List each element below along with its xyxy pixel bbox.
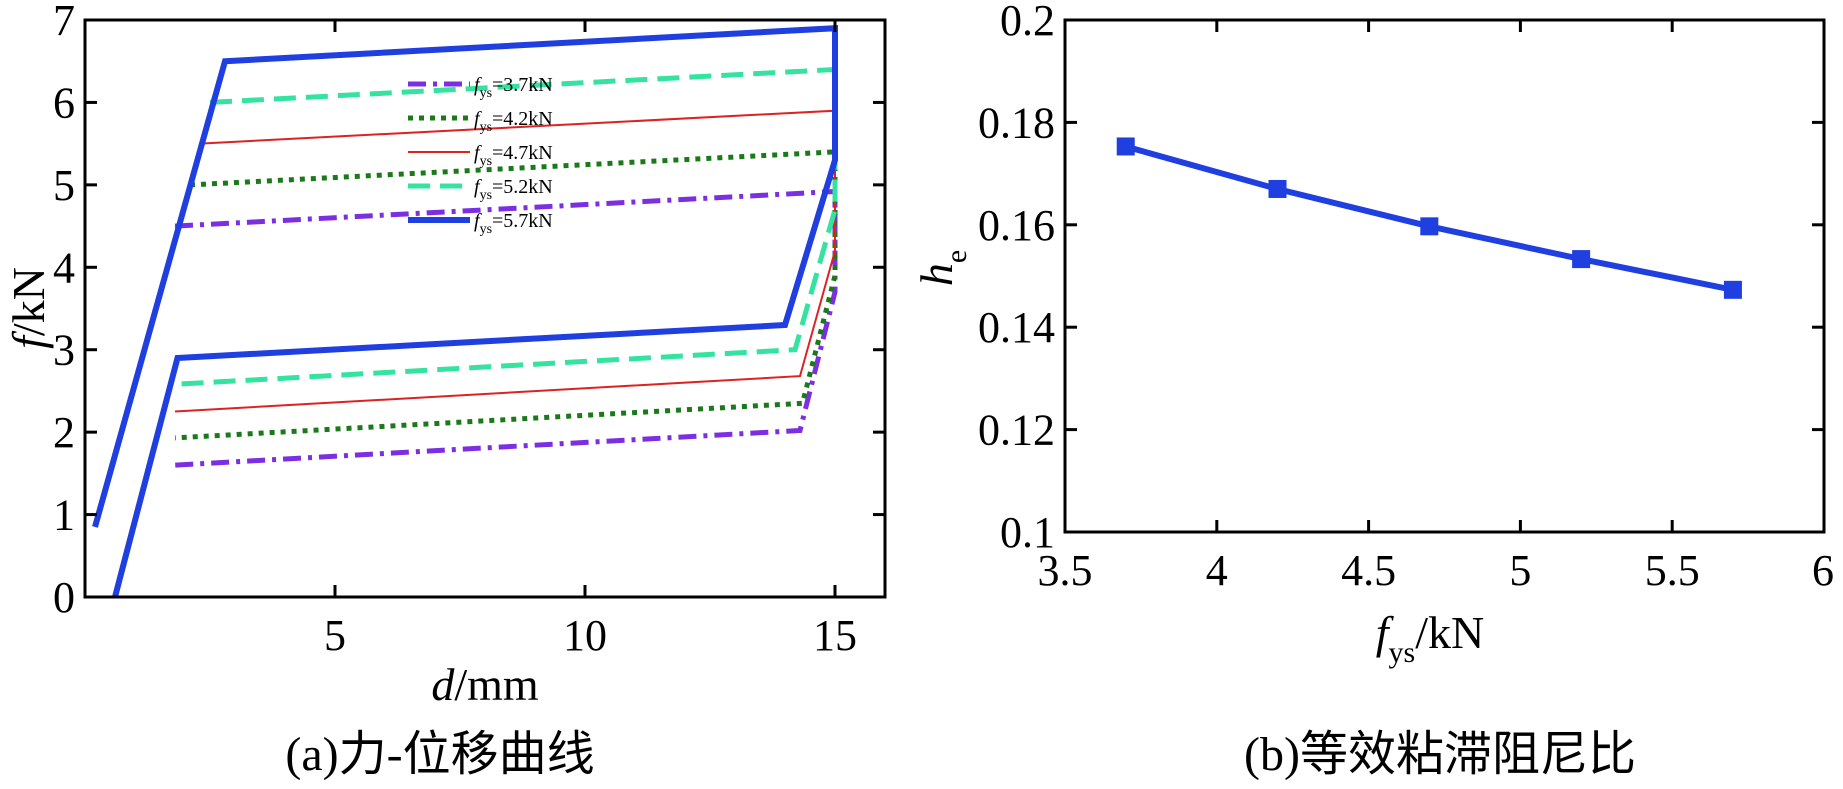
panel-b-marker-2 [1268,179,1287,198]
panel-b-marker-4 [1572,250,1591,269]
legend-label-3-rest: =4.7kN [492,142,553,164]
panel-a-series-line-2 [174,149,838,441]
legend-label-1: fys=3.7kN [474,74,553,101]
panel-a-plot-frame [83,18,887,599]
legend-label-5: fys=5.7kN [474,210,553,237]
panel-a-series-group [92,25,838,598]
legend-label-4: fys=5.2kN [474,176,553,203]
legend-label-5-rest: =5.7kN [492,210,553,232]
legend-label-5-sub: ys [480,222,492,237]
panel-b-ytick-label-1: 0.12 [978,406,1055,455]
panel-a-xlabel-rest: /mm [454,659,539,710]
panel-a-xtick-label-1: 10 [563,611,607,660]
panel-b-xtick-label-4: 5.5 [1645,546,1700,595]
panel-b-marker-1 [1116,137,1135,156]
panel-a-caption: (a)力-位移曲线 [285,728,594,781]
panel-b-ytick-label-4: 0.18 [978,98,1055,147]
panel-a-series-line-3 [174,109,836,413]
legend-label-5-main: f [474,210,482,232]
panel-a-x-axis-label: d/mm [431,659,539,710]
panel-b-ytick-label-5: 0.2 [1000,0,1055,45]
legend-entry-2: fys=4.2kN [408,108,553,135]
panel-b-tick-group: 0.1 0.12 0.14 0.16 0.18 0.2 3.5 4 4.5 5 5.5 6 [978,0,1834,595]
panel-a-tick-group: 0 1 2 3 4 5 6 7 5 10 15 [53,0,885,660]
legend-entry-3: fys=4.7kN [408,142,553,169]
panel-b-ytick-label-0: 0.1 [1000,508,1055,557]
legend-label-2-sub: ys [480,120,492,135]
legend-label-3-main: f [474,142,482,164]
panel-a-series-line-4 [174,66,838,387]
panel-a-legend: fys=3.7kN fys=4.2kN fys=4.7kN fys=5.2kN … [408,74,553,237]
panel-a-xtick-label-0: 5 [324,611,346,660]
panel-b-y-axis-label: he [911,250,973,286]
panel-b-xtick-label-2: 4.5 [1341,546,1396,595]
legend-entry-5: fys=5.7kN [408,210,553,237]
panel-a-ytick-label-5: 5 [53,161,75,210]
panel-a-ytick-label-7: 7 [53,0,75,45]
panel-b-x-axis-label: fys/kN [1376,607,1484,669]
panel-a-series-line-5 [92,25,838,598]
panel-b-xtick-label-5: 6 [1812,546,1834,595]
legend-label-3-sub: ys [480,154,492,169]
legend-label-4-sub: ys [480,188,492,203]
panel-a-ytick-label-2: 2 [53,408,75,457]
panel-b-series-group [1116,137,1742,299]
panel-b-plot-frame [1063,18,1826,534]
panel-a-ytick-label-1: 1 [53,491,75,540]
panel-b-xlabel-rest: /kN [1415,607,1484,658]
legend-label-2: fys=4.2kN [474,108,553,135]
panel-a-ylabel-rest: /kN [3,267,54,336]
panel-b-ylabel-italic: h [911,263,962,286]
panel-b-xtick-label-0: 3.5 [1038,546,1093,595]
panel-b-xtick-label-3: 5 [1509,546,1531,595]
panel-b-ytick-label-3: 0.16 [978,201,1055,250]
panel-a-xlabel-italic: d [431,659,455,710]
panel-b-xtick-label-1: 4 [1206,546,1228,595]
panel-b-ylabel-sub: e [940,250,973,263]
legend-label-2-rest: =4.2kN [492,108,553,130]
panel-b-damping-ratio: 0.1 0.12 0.14 0.16 0.18 0.2 3.5 4 4.5 5 5.5 6 fys/k… [911,0,1834,781]
panel-a-series-line-1 [174,188,838,468]
panel-b-xlabel-sub: ys [1389,636,1416,669]
legend-label-1-rest: =3.7kN [492,74,553,96]
panel-b-caption: (b)等效粘滞阻尼比 [1244,728,1636,781]
legend-label-4-main: f [474,176,482,198]
legend-label-1-sub: ys [480,86,492,101]
panel-a-ytick-label-4: 4 [53,243,75,292]
panel-b-marker-5 [1723,280,1742,299]
panel-a-ytick-label-0: 0 [53,573,75,622]
panel-a-y-axis-label: f/kN [3,267,54,349]
panel-b-ytick-label-2: 0.14 [978,303,1055,352]
panel-a-ytick-label-3: 3 [53,326,75,375]
legend-label-4-rest: =5.2kN [492,176,553,198]
panel-a-ytick-label-6: 6 [53,78,75,127]
legend-label-3: fys=4.7kN [474,142,553,169]
panel-b-marker-3 [1420,217,1439,236]
legend-entry-1: fys=3.7kN [408,74,553,101]
legend-label-2-main: f [474,108,482,130]
legend-label-1-main: f [474,74,482,96]
legend-entry-4: fys=5.2kN [408,176,553,203]
panel-a-xtick-label-2: 15 [813,611,857,660]
